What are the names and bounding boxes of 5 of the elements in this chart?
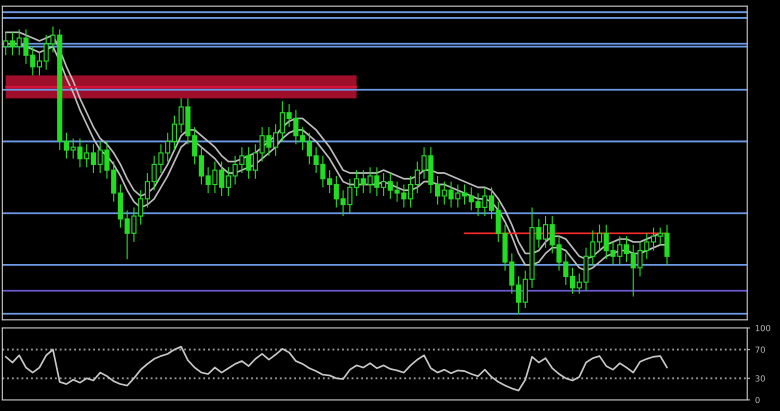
line-series — [4, 346, 668, 392]
y-tick-label: 0 — [755, 396, 760, 404]
y-tick-label: 100 — [756, 324, 770, 332]
y-tick-label: 30 — [756, 375, 765, 382]
y-tick-label: 70 — [756, 346, 765, 353]
